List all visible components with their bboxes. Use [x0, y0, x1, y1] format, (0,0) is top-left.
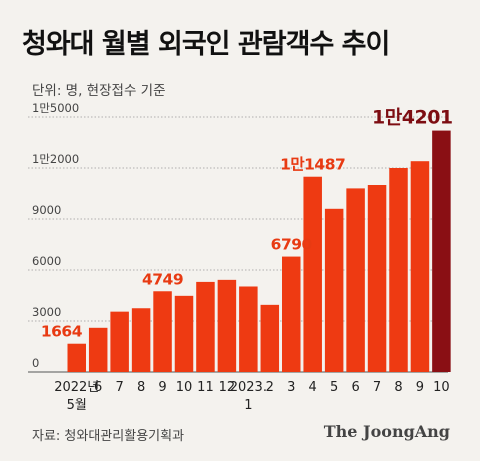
data-labels: 1664 4749 6790 1만1487 1만4201 — [41, 107, 453, 341]
x-tick-label: 9 — [416, 380, 424, 395]
x-tick-label: 12 — [219, 380, 236, 395]
bar — [196, 281, 215, 372]
x-tick-label: 2 — [266, 380, 274, 395]
y-tick-label: 1만5000 — [32, 101, 79, 115]
bar — [217, 279, 237, 372]
x-tick-label: 7 — [116, 380, 124, 395]
y-tick-label: 0 — [32, 356, 39, 370]
x-tick-label: 2022년 5월 — [54, 380, 99, 413]
data-label: 1664 — [41, 323, 83, 341]
publisher-logo: The JoongAng — [323, 422, 450, 441]
chart-subtitle: 단위: 명, 현장접수 기준 — [32, 83, 166, 99]
x-tick-label: 6 — [351, 380, 359, 395]
data-label: 1만1487 — [280, 156, 345, 174]
x-tick-label: 8 — [137, 380, 145, 395]
y-axis-labels: 0 3000 6000 9000 1만2000 1만5000 — [32, 101, 79, 370]
x-tick-label: 8 — [394, 380, 402, 395]
bar — [346, 188, 365, 372]
chart-title: 청와대 월별 외국인 관람객수 추이 — [22, 29, 390, 60]
bar — [389, 168, 408, 372]
data-label: 4749 — [142, 270, 183, 288]
bar — [303, 176, 322, 372]
chart-bars — [67, 130, 451, 372]
bar — [367, 185, 387, 372]
x-tick-label: 4 — [309, 380, 317, 395]
y-tick-label: 6000 — [32, 254, 61, 268]
bar — [153, 291, 172, 372]
bar — [324, 208, 344, 372]
x-tick-label: 10 — [433, 380, 450, 395]
bar — [67, 343, 86, 372]
x-tick-label: 5 — [330, 380, 338, 395]
data-label: 6790 — [271, 236, 313, 254]
bar — [131, 308, 151, 372]
bar — [410, 161, 430, 372]
y-tick-label: 3000 — [32, 305, 61, 319]
x-tick-label: 6 — [94, 380, 102, 395]
y-tick-label: 9000 — [32, 203, 61, 217]
x-tick-label: 3 — [287, 380, 295, 395]
bar — [110, 311, 129, 372]
y-tick-label: 1만2000 — [32, 152, 79, 166]
x-tick-label: 11 — [197, 380, 214, 395]
bar — [432, 130, 451, 372]
x-tick-label: 9 — [158, 380, 166, 395]
x-tick-label: 7 — [373, 380, 381, 395]
bar — [239, 286, 258, 372]
x-tick-label: 2023. 1 — [230, 380, 267, 413]
bar — [174, 295, 194, 372]
data-label: 1만4201 — [372, 107, 453, 129]
x-tick-label: 10 — [176, 380, 193, 395]
bar — [282, 256, 301, 372]
bar — [88, 327, 108, 372]
bar — [260, 304, 280, 372]
source-note: 자료: 청와대관리활용기획과 — [32, 429, 185, 444]
